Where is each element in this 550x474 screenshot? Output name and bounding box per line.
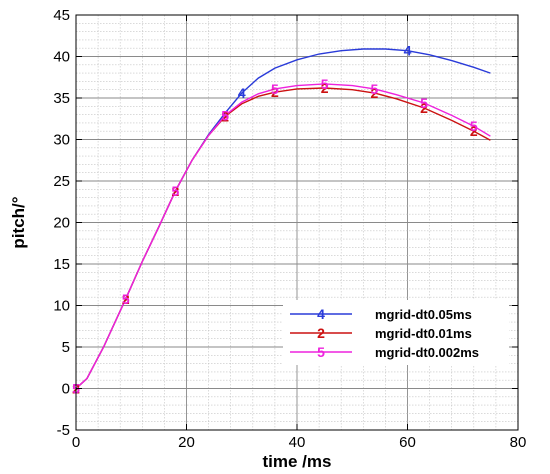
- legend-marker-4: 4: [317, 306, 325, 322]
- y-tick-label: 40: [53, 49, 70, 66]
- series-marker-5: 5: [321, 76, 329, 92]
- series-marker-5: 5: [122, 291, 130, 307]
- y-tick-label: 15: [53, 256, 70, 273]
- x-tick-label: 80: [510, 434, 527, 451]
- series-marker-5: 5: [271, 81, 279, 97]
- ticks: [75, 14, 519, 431]
- y-tick-label: 0: [62, 381, 70, 398]
- legend-entries: 4 mgrid-dt0.05ms 2 mgrid-dt0.01ms 5 mgrid-dt0…: [290, 306, 479, 360]
- y-tick-label: 5: [62, 339, 70, 356]
- series-marker-2: 2: [221, 108, 229, 124]
- legend-label-5: mgrid-dt0.002ms: [375, 345, 479, 360]
- grid: [76, 15, 518, 430]
- y-tick-label: -5: [57, 422, 70, 439]
- x-tick-label: 0: [72, 434, 80, 451]
- series-marker-2: 2: [470, 123, 478, 139]
- y-tick-label: 20: [53, 215, 70, 232]
- series-marker-2: 2: [321, 80, 329, 96]
- y-tick-label: 35: [53, 90, 70, 107]
- x-tick-label: 20: [178, 434, 195, 451]
- legend-marker-5: 5: [317, 344, 325, 360]
- series-line-5: [75, 83, 491, 390]
- series-marker-4: 4: [238, 85, 246, 101]
- y-tick-label: 10: [53, 298, 70, 315]
- series-marker-4: 4: [404, 43, 412, 59]
- series-marker-5: 5: [370, 81, 378, 97]
- series-marker-5: 5: [420, 95, 428, 111]
- series-marker-5: 5: [221, 107, 229, 123]
- legend-label-4: mgrid-dt0.05ms: [375, 307, 472, 322]
- legend: 4 mgrid-dt0.05ms 2 mgrid-dt0.01ms 5 mgrid-dt0…: [283, 300, 509, 365]
- series-marker-2: 2: [271, 84, 279, 100]
- y-tick-label: 30: [53, 132, 70, 149]
- x-axis-title: time /ms: [263, 452, 332, 471]
- legend-marker-2: 2: [317, 325, 325, 341]
- series-marker-5: 5: [470, 118, 478, 134]
- legend-label-2: mgrid-dt0.01ms: [375, 326, 472, 341]
- series-marker-2: 2: [370, 85, 378, 101]
- y-tick-label: 45: [53, 7, 70, 24]
- x-tick-label: 60: [399, 434, 416, 451]
- x-tick-label: 40: [289, 434, 306, 451]
- series-marker-2: 2: [122, 291, 130, 307]
- series-marker-2: 2: [172, 183, 180, 199]
- y-tick-label: 25: [53, 173, 70, 190]
- series-lines: [75, 48, 491, 390]
- y-axis-title: pitch/°: [9, 196, 28, 248]
- series-marker-2: 2: [420, 100, 428, 116]
- series-marker-5: 5: [172, 183, 180, 199]
